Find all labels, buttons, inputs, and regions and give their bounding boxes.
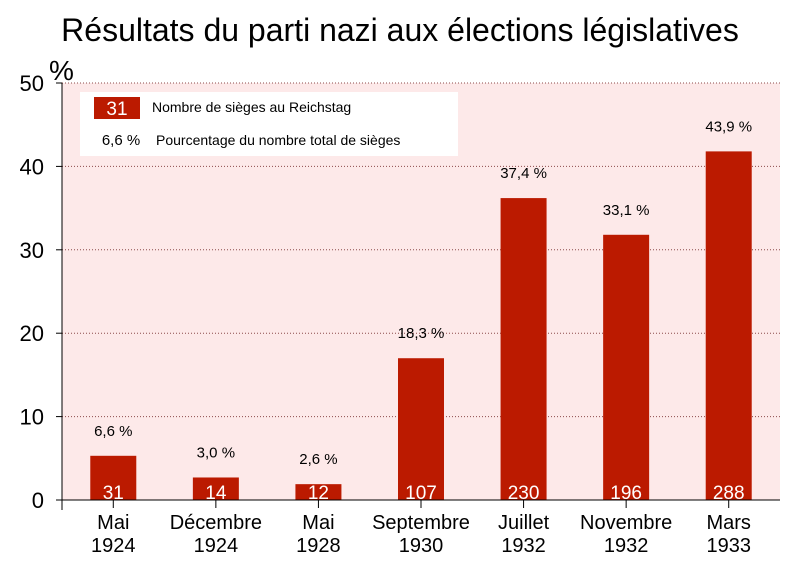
percent-label-6: 43,9 %: [705, 118, 752, 135]
y-tick-label-30: 30: [20, 238, 44, 263]
y-axis-ticks: 0 10 20 30 40 50: [20, 71, 62, 513]
x-tick-label-6-month: Mars: [706, 512, 750, 534]
y-tick-label-50: 50: [20, 71, 44, 96]
x-tick-label-6-year: 1933: [706, 535, 751, 557]
legend-label-percent: Pourcentage du nombre total de sièges: [156, 132, 400, 148]
y-tick-label-10: 10: [20, 405, 44, 430]
x-tick-label-2-month: Mai: [302, 512, 334, 534]
bar-5: [603, 234, 650, 500]
percent-label-5: 33,1 %: [603, 202, 650, 219]
legend: 31 Nombre de sièges au Reichstag 6,6 % P…: [80, 92, 458, 156]
percent-label-4: 37,4 %: [500, 165, 547, 182]
x-tick-label-4-month: Juillet: [498, 512, 550, 534]
seat-label-5: 196: [610, 483, 642, 504]
x-tick-label-5-month: Novembre: [580, 512, 672, 534]
x-tick-label-3-year: 1930: [399, 535, 444, 557]
bar-1: [192, 477, 239, 500]
seat-label-6: 288: [713, 483, 745, 504]
y-tick-label-0: 0: [32, 488, 44, 513]
x-tick-label-1-year: 1924: [194, 535, 239, 557]
bar-6: [705, 151, 752, 500]
x-tick-label-4-year: 1932: [501, 535, 546, 557]
bar-3: [398, 358, 444, 500]
legend-box: [80, 92, 458, 156]
bars: 31 6,6 % 14 3,0 % 12 2,6 % 107 18,3 % 230 37,4 % 1…: [90, 118, 752, 504]
x-tick-label-3-month: Septembre: [372, 512, 470, 534]
percent-label-3: 18,3 %: [398, 325, 445, 342]
x-tick-label-2-year: 1928: [296, 535, 341, 557]
legend-swatch-seats: [94, 97, 140, 119]
legend-label-seats: Nombre de sièges au Reichstag: [152, 99, 351, 115]
bar-4: [500, 198, 547, 501]
y-tick-label-20: 20: [20, 321, 44, 346]
percent-label-1: 3,0 %: [197, 444, 235, 461]
chart-title: Résultats du parti nazi aux élections lé…: [61, 12, 739, 48]
x-tick-label-0-year: 1924: [91, 535, 136, 557]
seat-label-1: 14: [205, 483, 227, 504]
bar-0: [90, 455, 137, 500]
x-tick-label-5-year: 1932: [604, 535, 649, 557]
x-axis-ticks: Mai1924Décembre1924Mai1928Septembre1930J…: [91, 500, 751, 557]
y-axis-label: %: [49, 55, 74, 86]
bar-2: [295, 484, 342, 500]
legend-swatch-seats-text: 31: [106, 99, 127, 120]
seat-label-3: 107: [405, 483, 437, 504]
seat-label-2: 12: [308, 483, 329, 504]
y-tick-label-40: 40: [20, 154, 44, 179]
percent-label-2: 2,6 %: [299, 451, 337, 468]
seat-label-4: 230: [508, 483, 540, 504]
legend-swatch-percent-text: 6,6 %: [102, 132, 140, 149]
percent-label-0: 6,6 %: [94, 423, 132, 440]
x-tick-label-0-month: Mai: [97, 512, 129, 534]
seat-label-0: 31: [103, 483, 124, 504]
x-tick-label-1-month: Décembre: [170, 512, 262, 534]
